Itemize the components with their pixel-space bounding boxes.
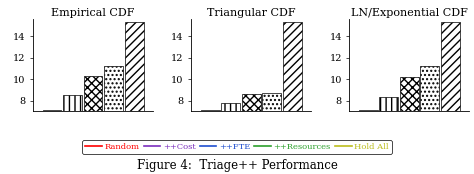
Bar xyxy=(400,77,419,111)
Bar xyxy=(379,97,398,111)
Bar xyxy=(420,66,439,111)
Bar xyxy=(125,22,144,111)
Legend: Random, ++Cost, ++FTE, ++Resources, Hold All: Random, ++Cost, ++FTE, ++Resources, Hold… xyxy=(82,140,392,154)
Bar xyxy=(441,22,460,111)
Bar xyxy=(262,93,281,111)
Title: Triangular CDF: Triangular CDF xyxy=(207,8,295,18)
Bar xyxy=(84,76,102,111)
Text: Figure 4:  Triage++ Performance: Figure 4: Triage++ Performance xyxy=(137,159,337,172)
Bar xyxy=(221,103,240,111)
Bar xyxy=(104,66,123,111)
Title: Empirical CDF: Empirical CDF xyxy=(51,8,135,18)
Bar xyxy=(43,110,62,111)
Title: LN/Exponential CDF: LN/Exponential CDF xyxy=(351,8,468,18)
Bar xyxy=(201,110,219,111)
Bar xyxy=(283,22,302,111)
Bar xyxy=(359,110,378,111)
Bar xyxy=(63,95,82,111)
Bar xyxy=(242,94,261,111)
